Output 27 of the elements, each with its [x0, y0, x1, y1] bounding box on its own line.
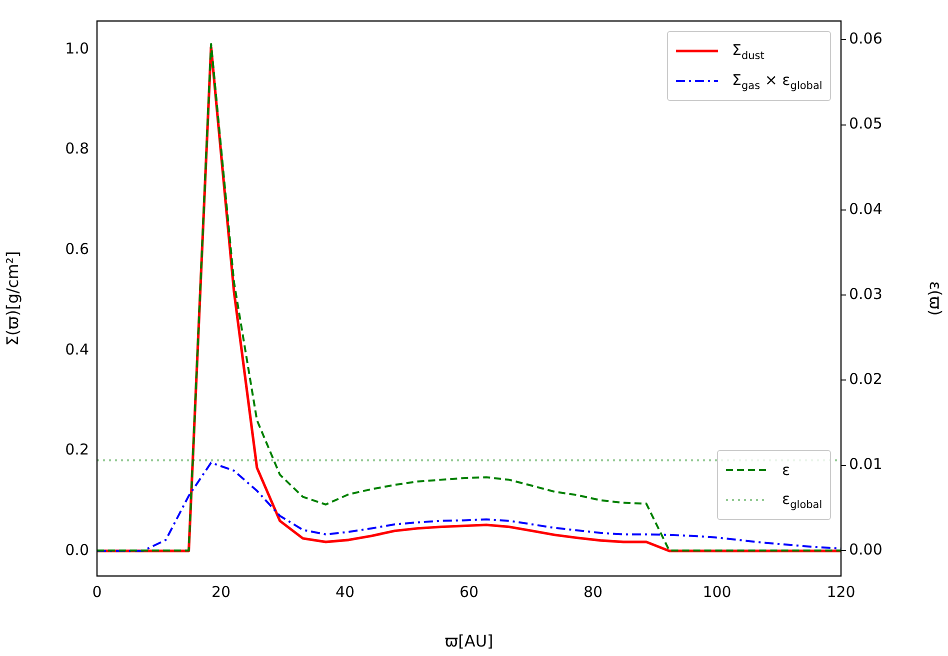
x-tick-label: 40	[335, 582, 355, 601]
x-tick-label: 60	[459, 582, 479, 601]
y-tick-label: 0.6	[65, 240, 89, 258]
x-tick-label: 20	[211, 582, 231, 601]
y-axis-title: Σ(ϖ)[g/cm²]	[2, 251, 22, 346]
y2-axis-title: ε(ϖ)	[926, 281, 946, 316]
y2-tick-label: 0.04	[849, 200, 882, 218]
legend-label: ε$_{global}$	[782, 490, 822, 510]
legend-label: ε	[782, 461, 790, 479]
legend-label: Σ$_{dust}$	[732, 40, 764, 62]
y-tick-label: 1.0	[65, 39, 89, 58]
y2-tick-label: 0.06	[849, 30, 882, 48]
x-tick-label: 80	[583, 582, 603, 601]
y-tick-label: 0.4	[65, 340, 89, 358]
y-tick-label: 0.2	[65, 440, 89, 459]
y2-tick-label: 0.02	[849, 370, 882, 388]
y-tick-label: 0.0	[65, 540, 89, 559]
x-tick-label: 0	[92, 582, 102, 601]
y2-tick-label: 0.01	[849, 455, 882, 474]
x-axis-title: ϖ[AU]	[444, 632, 494, 651]
y2-tick-label: 0.05	[849, 114, 882, 133]
y-tick-label: 0.8	[65, 140, 89, 158]
x-tick-label: 120	[826, 582, 856, 601]
legend-label: Σ$_{gas}$ × ε$_{global}$	[732, 70, 822, 92]
x-tick-label: 100	[702, 582, 732, 601]
y2-tick-label: 0.03	[849, 284, 882, 303]
y2-tick-label: 0.00	[849, 540, 882, 558]
